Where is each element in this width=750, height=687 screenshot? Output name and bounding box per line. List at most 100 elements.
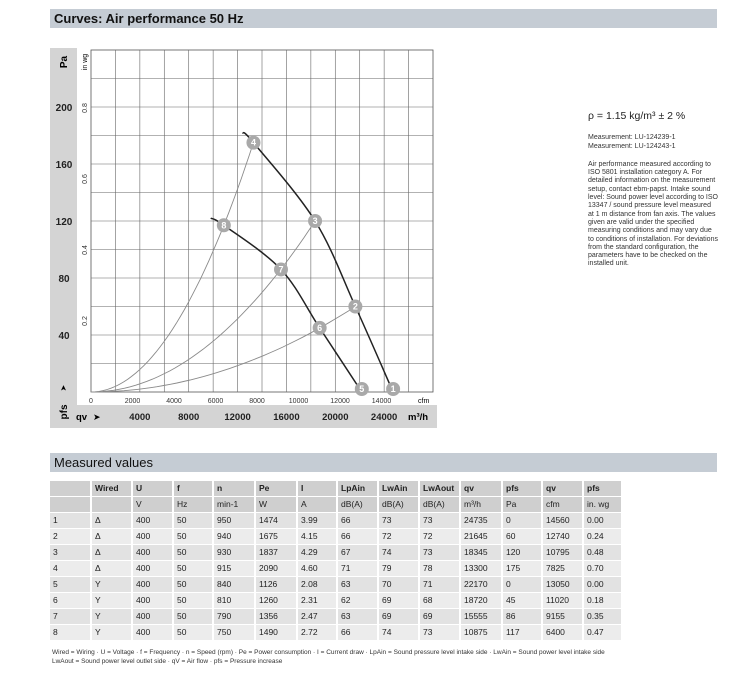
x2-tick-label: 8000: [249, 398, 265, 405]
x2-tick-label: 0: [89, 398, 93, 405]
table-cell: 930: [213, 544, 256, 561]
operating-point-label: 1: [391, 384, 396, 394]
table-cell: 3.99: [297, 512, 338, 529]
table-cell: Δ: [91, 560, 133, 577]
table-row: 6 Y 400 50 810 1260 2.31 62 69 68 18720 45 11020 0.18: [50, 592, 623, 609]
table-cell: 50: [173, 560, 214, 577]
table-cell: 810: [213, 592, 256, 609]
table-cell: 86: [502, 608, 543, 625]
table-cell: 66: [337, 528, 379, 545]
table-cell: Pa: [502, 496, 543, 513]
table-cell: 50: [173, 512, 214, 529]
table-cell: 840: [213, 576, 256, 593]
x2-tick-label: 10000: [289, 398, 309, 405]
footnote-2: LwAout = Sound power level outlet side ·…: [52, 658, 283, 665]
table-cell: 73: [419, 624, 461, 641]
table-cell: 400: [132, 560, 174, 577]
y-tick-label: 40: [58, 331, 70, 342]
table-cell: 4.29: [297, 544, 338, 561]
table-cell: 1474: [255, 512, 298, 529]
info-panel: ρ = 1.15 kg/m³ ± 2 % Measurement: LU-124…: [588, 111, 718, 269]
table-row: 1 Δ 400 50 950 1474 3.99 66 73 73 24735 0 14560 0.00: [50, 512, 623, 529]
table-cell: Y: [91, 608, 133, 625]
table-cell: 400: [132, 608, 174, 625]
table-cell: 0.47: [583, 624, 623, 641]
table-cell: 45: [502, 592, 543, 609]
table-cell: 8: [50, 624, 92, 641]
table-cell: 1837: [255, 544, 298, 561]
footnote-1: Wired = Wiring · U = Voltage · f = Frequ…: [52, 649, 605, 656]
table-cell: 0.00: [583, 576, 623, 593]
table-cell: 400: [132, 592, 174, 609]
table-cell: [91, 496, 133, 513]
table-cell: 13050: [542, 576, 584, 593]
y2-tick-label: 0.8: [82, 103, 89, 113]
y2-tick-label: 0.6: [82, 174, 89, 184]
table-row: 5 Y 400 50 840 1126 2.08 63 70 71 22170 0 13050 0.00: [50, 576, 623, 593]
table-cell: [50, 496, 92, 513]
table-cell: 62: [337, 592, 379, 609]
table-cell: 70: [378, 576, 420, 593]
table-cell: 2090: [255, 560, 298, 577]
table-cell: 4.15: [297, 528, 338, 545]
table-cell: Δ: [91, 512, 133, 529]
table-cell: 71: [419, 576, 461, 593]
table-cell: 915: [213, 560, 256, 577]
y2-axis-label: in wg: [82, 54, 89, 70]
y-axis-bottom-label: pfs: [59, 404, 70, 419]
system-curve: [90, 306, 356, 393]
table-cell: 0: [502, 576, 543, 593]
x2-tick-label: 14000: [372, 398, 392, 405]
section-title: Curves: Air performance 50 Hz: [50, 9, 717, 28]
table-cell: 950: [213, 512, 256, 529]
table-cell: 750: [213, 624, 256, 641]
operating-point-marker: [308, 214, 323, 228]
table-row: 3 Δ 400 50 930 1837 4.29 67 74 73 18345 120 10795 0.4…: [50, 544, 623, 561]
table-cell: 0.18: [583, 592, 623, 609]
table-cell: 72: [419, 528, 461, 545]
arrow-up-icon: ➤: [59, 384, 68, 391]
table-cell: 18720: [460, 592, 503, 609]
table-cell: 7825: [542, 560, 584, 577]
table-cell: 9155: [542, 608, 584, 625]
operating-point-label: 8: [221, 220, 226, 230]
x-unit-label: m³/h: [408, 412, 428, 423]
table-cell: 69: [378, 592, 420, 609]
table-cell: 400: [132, 624, 174, 641]
table-cell: 400: [132, 512, 174, 529]
table-cell: 63: [337, 608, 379, 625]
table-cell: 15555: [460, 608, 503, 625]
x-tick-label: 16000: [273, 412, 299, 423]
measurement-note: Air performance measured according to IS…: [588, 160, 718, 268]
table-cell: pfs: [502, 481, 543, 497]
table-cell: W: [255, 496, 298, 513]
table-cell: 6: [50, 592, 92, 609]
y2-tick-label: 0.4: [82, 245, 89, 255]
operating-point-label: 6: [317, 323, 322, 333]
x2-tick-label: 4000: [166, 398, 182, 405]
table-cell: Y: [91, 624, 133, 641]
table-cell: 50: [173, 592, 214, 609]
table-cell: 6400: [542, 624, 584, 641]
table-cell: 0.24: [583, 528, 623, 545]
table-cell: 24735: [460, 512, 503, 529]
table-cell: 1: [50, 512, 92, 529]
y-tick-label: 120: [56, 217, 73, 228]
x-tick-label: 4000: [129, 412, 150, 423]
operating-point-marker: [348, 299, 363, 314]
table-cell: 2.31: [297, 592, 338, 609]
table-cell: 5: [50, 576, 92, 593]
table-cell: U: [132, 481, 174, 497]
operating-point-marker: [354, 382, 369, 396]
table-cell: 790: [213, 608, 256, 625]
table-cell: 4: [50, 560, 92, 577]
table-cell: 69: [378, 608, 420, 625]
table-cell: LwAin: [378, 481, 420, 497]
table-cell: Δ: [91, 544, 133, 561]
table-cell: Y: [91, 576, 133, 593]
table-cell: [50, 481, 92, 497]
